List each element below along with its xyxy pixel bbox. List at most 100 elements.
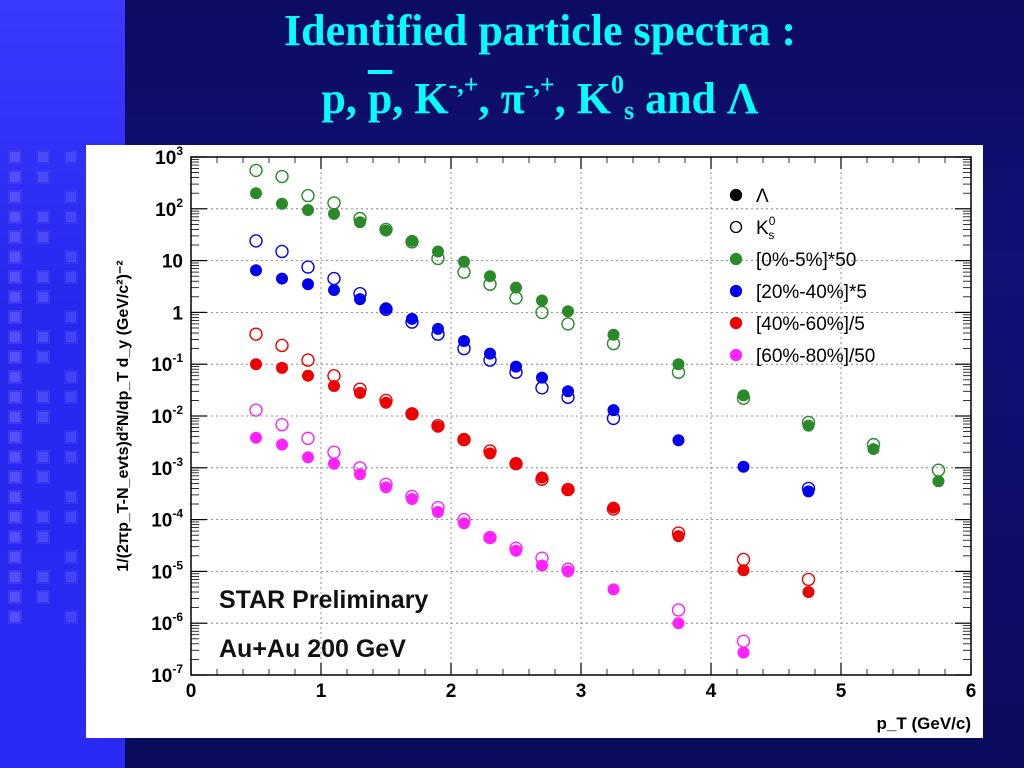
legend-marker	[729, 188, 743, 202]
data-point-lambda	[932, 475, 945, 488]
title-line-1: Identified particle spectra :	[284, 6, 796, 55]
data-point-k0s	[561, 562, 575, 576]
data-point-k0s	[671, 526, 686, 540]
data-point-k0s	[535, 472, 549, 486]
decorative-square	[64, 430, 78, 444]
data-point-k0s	[509, 456, 523, 471]
decorative-square	[36, 470, 50, 484]
decorative-square	[8, 430, 22, 444]
data-point-lambda	[328, 207, 340, 220]
chart-annotation: Au+Au 200 GeV	[219, 635, 406, 663]
data-point-lambda	[250, 431, 262, 444]
data-point-lambda	[867, 443, 880, 456]
data-point-lambda	[276, 272, 288, 285]
legend-marker	[729, 284, 743, 298]
data-point-k0s	[561, 482, 575, 497]
data-point-k0s	[457, 512, 471, 527]
data-point-k0s	[483, 530, 497, 545]
data-point-lambda	[672, 530, 685, 543]
data-point-k0s	[561, 317, 575, 331]
decorative-square	[36, 350, 50, 364]
data-point-k0s	[379, 393, 393, 408]
decorative-square	[36, 270, 50, 284]
data-point-lambda	[510, 281, 522, 294]
decorative-square	[8, 230, 22, 244]
legend-entry: [20%-40%]*5	[756, 282, 867, 303]
y-tick-label: 10-1	[151, 351, 183, 376]
data-point-k0s	[405, 315, 419, 329]
decorative-square	[36, 210, 50, 224]
data-point-k0s	[379, 302, 393, 316]
data-point-k0s	[457, 341, 471, 356]
data-point-k0s	[327, 196, 341, 210]
data-point-k0s	[866, 437, 881, 452]
data-point-k0s	[509, 291, 523, 305]
data-point-lambda	[276, 438, 288, 451]
decorative-square	[36, 570, 50, 584]
x-tick-label: 5	[836, 681, 847, 702]
legend-entry: [0%-5%]*50	[756, 250, 856, 271]
legend-marker	[729, 220, 743, 234]
data-point-k0s	[736, 634, 751, 648]
x-axis-label: p_T (GeV/c)	[877, 714, 971, 733]
data-point-lambda	[302, 203, 314, 216]
data-point-k0s	[301, 431, 315, 446]
data-point-k0s	[405, 407, 419, 421]
decorative-square	[8, 250, 22, 264]
legend-entry: [40%-60%]/5	[756, 314, 865, 335]
data-point-k0s	[535, 305, 549, 320]
data-point-k0s	[327, 271, 341, 286]
title-kaon-charge: -,+	[448, 70, 479, 99]
data-point-lambda	[802, 586, 815, 599]
data-point-k0s	[535, 381, 549, 395]
decorative-square	[64, 610, 78, 624]
legend-marker	[729, 252, 743, 266]
data-point-lambda	[328, 284, 340, 297]
y-tick-label: 10-6	[151, 610, 183, 635]
data-point-lambda	[737, 646, 750, 659]
x-tick-label: 6	[966, 681, 977, 702]
decorative-square	[8, 450, 22, 464]
data-point-lambda	[802, 485, 815, 498]
decorative-square	[64, 370, 78, 384]
decorative-square	[8, 210, 22, 224]
decorative-square	[64, 150, 78, 164]
data-point-k0s	[275, 169, 289, 184]
y-tick-label: 103	[155, 145, 183, 169]
decorative-square	[36, 290, 50, 304]
decorative-square	[64, 210, 78, 224]
decorative-square	[8, 570, 22, 584]
title-comma-2: ,	[478, 74, 490, 123]
data-point-k0s	[353, 211, 367, 226]
decorative-square	[64, 450, 78, 464]
y-tick-label: 1	[172, 303, 183, 324]
data-point-k0s	[249, 163, 263, 178]
decorative-square	[8, 370, 22, 384]
y-tick-label: 10-2	[151, 403, 183, 428]
x-tick-label: 1	[316, 681, 327, 702]
title-and: and	[645, 74, 717, 123]
data-point-k0s	[509, 365, 523, 379]
slide-title: Identified particle spectra : p, p, K-,+…	[125, 4, 955, 138]
y-tick-label: 10-7	[151, 662, 183, 687]
data-point-k0s	[457, 265, 471, 279]
decorative-square	[64, 510, 78, 524]
data-point-lambda	[406, 312, 418, 325]
data-point-lambda	[562, 305, 574, 318]
data-point-k0s	[301, 188, 315, 203]
title-k0: K	[576, 74, 611, 123]
data-point-lambda	[737, 564, 750, 577]
data-point-k0s	[249, 327, 263, 341]
data-point-k0s	[431, 251, 445, 266]
data-point-k0s	[431, 500, 445, 515]
y-tick-label: 10-5	[151, 558, 183, 583]
decorative-square	[8, 350, 22, 364]
title-comma-1: ,	[392, 74, 404, 123]
decorative-square	[64, 330, 78, 344]
y-tick-label: 10	[162, 252, 183, 273]
data-point-k0s	[353, 286, 367, 301]
data-point-k0s	[275, 417, 289, 432]
spectra-chart: 0 1 2 3 4 5 610310210110-110-210-310-410-510-6…	[115, 144, 977, 733]
data-point-k0s	[431, 327, 445, 341]
data-point-lambda	[302, 369, 314, 382]
